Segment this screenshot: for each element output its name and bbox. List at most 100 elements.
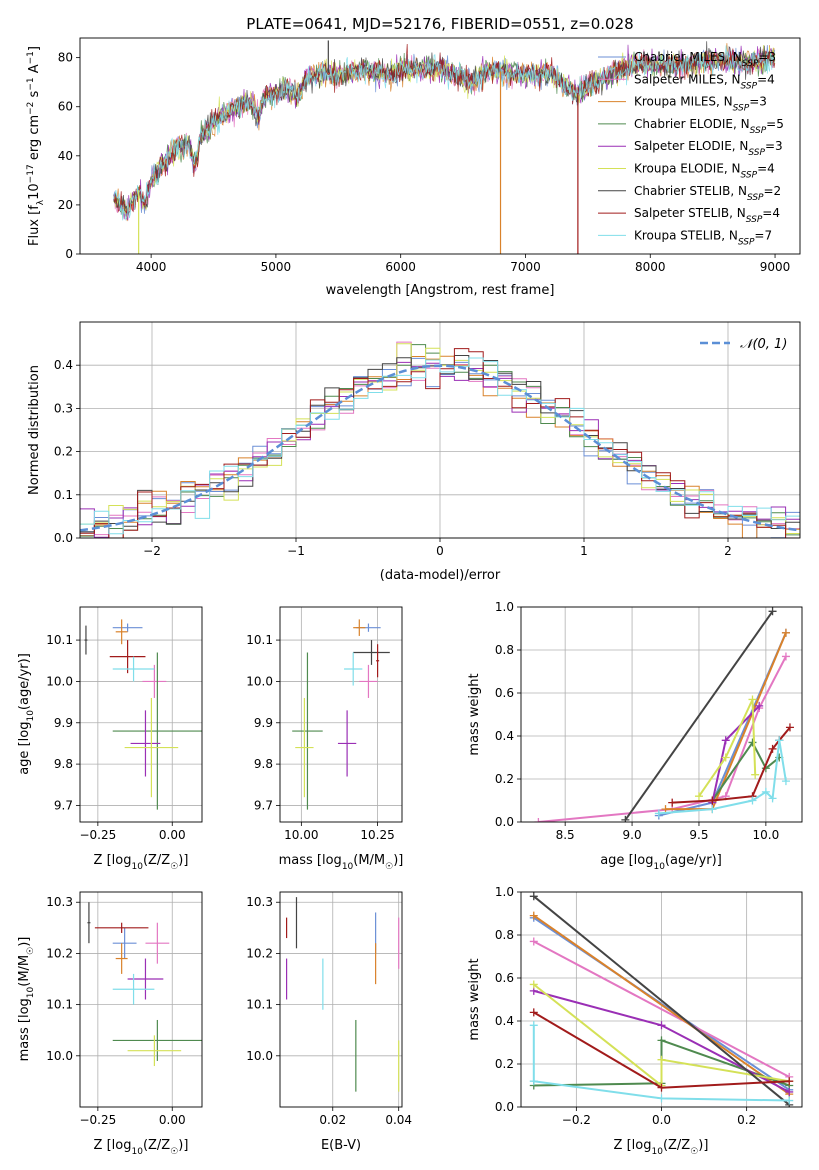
- x-axis-label: age [log10(age/yr)]: [600, 853, 722, 872]
- x-tick-label: 9000: [760, 260, 791, 274]
- errorbars: [292, 619, 390, 810]
- y-tick-label: 20: [58, 198, 73, 212]
- series-marker: [781, 652, 790, 661]
- x-axis-label: E(B-V): [321, 1138, 361, 1153]
- x-tick-label: 0: [436, 544, 444, 558]
- y-tick-label: 10.1: [246, 998, 273, 1012]
- series-marker: [768, 794, 777, 803]
- x-tick-label: −2: [143, 544, 161, 558]
- legend-label: Chabrier ELODIE, NSSP=5: [634, 117, 784, 136]
- series-marker: [694, 792, 703, 801]
- series-marker: [785, 1077, 794, 1086]
- y-axis-label: mass weight: [467, 958, 482, 1040]
- x-tick-label: 0.00: [159, 828, 186, 842]
- series-line: [533, 914, 790, 1095]
- series-marker: [529, 911, 538, 920]
- legend-label: Kroupa ELODIE, NSSP=4: [634, 162, 775, 181]
- data-point: [295, 697, 314, 798]
- y-tick-label: 0.4: [54, 358, 73, 372]
- data-point: [376, 644, 380, 678]
- data-point: [112, 656, 155, 682]
- data-point: [292, 652, 323, 810]
- series-marker: [529, 892, 538, 901]
- series-line: [624, 610, 774, 821]
- x-axis-label: Z [log10(Z/Z☉)]: [94, 1138, 189, 1157]
- series-marker: [657, 1094, 666, 1103]
- y-tick-label: 0.0: [495, 1100, 514, 1114]
- x-axis-label: Z [log10(Z/Z☉)]: [614, 1138, 709, 1157]
- series-marker: [534, 818, 543, 822]
- y-tick-label: 10.1: [46, 633, 73, 647]
- x-tick-label: 2: [724, 544, 732, 558]
- y-tick-label: 0: [65, 247, 73, 261]
- series-line: [533, 983, 790, 1088]
- data-point: [353, 640, 390, 665]
- axes-frame: [79, 891, 203, 1108]
- legend-label: 𝒩(0, 1): [740, 337, 787, 352]
- y-tick-label: 10.0: [246, 1049, 273, 1063]
- y-tick-label: 0.2: [495, 772, 514, 786]
- series-marker: [748, 796, 757, 805]
- x-tick-label: 1: [580, 544, 588, 558]
- data-point: [112, 1019, 202, 1061]
- series-line: [672, 726, 791, 804]
- x-tick-label: −0.25: [79, 1113, 116, 1127]
- data-point: [337, 710, 357, 777]
- data-point: [145, 922, 170, 964]
- x-tick-label: 5000: [261, 260, 292, 274]
- x-tick-label: 10.25: [360, 828, 394, 842]
- series-marker: [529, 1021, 538, 1030]
- series-marker: [721, 736, 730, 745]
- data-point: [112, 623, 143, 632]
- histogram-steps: [80, 341, 800, 538]
- legend-label: Chabrier MILES, NSSP=3: [634, 50, 776, 69]
- x-tick-label: 0.00: [159, 1113, 186, 1127]
- series-marker: [781, 777, 790, 786]
- axes-frame: [79, 37, 801, 255]
- series-marker: [657, 1021, 666, 1030]
- series-marker: [785, 1096, 794, 1105]
- residual-histogram-panel: −2 −1 0 1 2 0.0 0.1 0.2 0.3 0.4 (data-model)/error…: [27, 321, 801, 583]
- y-axis-label: mass [log10(M/M☉)]: [17, 937, 36, 1062]
- data-point: [109, 640, 146, 674]
- y-tick-label: 10.0: [246, 674, 273, 688]
- y-tick-label: 10.0: [46, 674, 73, 688]
- data-point: [359, 664, 378, 698]
- series-marker: [529, 1077, 538, 1086]
- y-tick-label: 0.8: [495, 643, 514, 657]
- y-tick-label: 0.6: [495, 971, 514, 985]
- y-tick-label: 0.3: [54, 401, 73, 415]
- age-vs-mass-panel: 10.00 10.25 9.7 9.8 9.9 10.0 10.1 mass [log10(M…: [246, 606, 404, 872]
- legend-label: Kroupa STELIB, NSSP=7: [634, 228, 772, 247]
- y-tick-label: 0.0: [54, 531, 73, 545]
- mass-weight-vs-age-panel: 8.5 9.0 9.5 10.0 0.0 0.2 0.4 0.6 0.8 1.0 mass weig…: [467, 600, 803, 872]
- y-tick-label: 10.3: [46, 895, 73, 909]
- series-marker: [755, 701, 764, 710]
- legend-label: Kroupa MILES, NSSP=3: [634, 95, 767, 114]
- y-tick-label: 0.0: [495, 815, 514, 829]
- x-tick-label: −0.2: [562, 1113, 591, 1127]
- y-tick-label: 9.9: [254, 716, 273, 730]
- y-tick-label: 9.7: [254, 798, 273, 812]
- axes-frame: [279, 891, 403, 1108]
- spectrum-panel: 4000 5000 6000 7000 8000 9000 0 20 40 60 80 wavelen…: [26, 37, 801, 298]
- mass-vs-metallicity-panel: −0.25 0.00 10.0 10.1 10.2 10.3 Z [log10(Z/Z☉)]…: [17, 891, 203, 1157]
- axes-frame: [520, 606, 803, 823]
- y-axis-label: mass weight: [467, 673, 482, 755]
- mass-weight-vs-metallicity-panel: −0.2 0.0 0.2 0.0 0.2 0.4 0.6 0.8 1.0 mass weight Z…: [467, 885, 803, 1157]
- y-tick-label: 0.1: [54, 488, 73, 502]
- data-point: [353, 619, 366, 636]
- figure-title: PLATE=0641, MJD=52176, FIBERID=0551, z=0…: [246, 15, 633, 33]
- axes-frame: [79, 606, 203, 823]
- x-axis-label: mass [log10(M/M☉)]: [279, 853, 404, 872]
- x-tick-label: 8.5: [556, 828, 575, 842]
- series-marker: [768, 744, 777, 753]
- age-vs-metallicity-panel: −0.25 0.00 9.7 9.8 9.9 10.0 10.1 Z [log10(Z/Z☉)…: [17, 606, 203, 872]
- mass-vs-extinction-panel: 0.02 0.04 10.0 10.1 10.2 10.3 E(B-V): [246, 891, 412, 1153]
- data-point: [112, 927, 137, 959]
- data-point: [115, 943, 128, 974]
- y-tick-label: 0.8: [495, 928, 514, 942]
- axes-frame: [79, 321, 801, 539]
- y-tick-label: 10.0: [46, 1049, 73, 1063]
- series-marker: [748, 738, 757, 747]
